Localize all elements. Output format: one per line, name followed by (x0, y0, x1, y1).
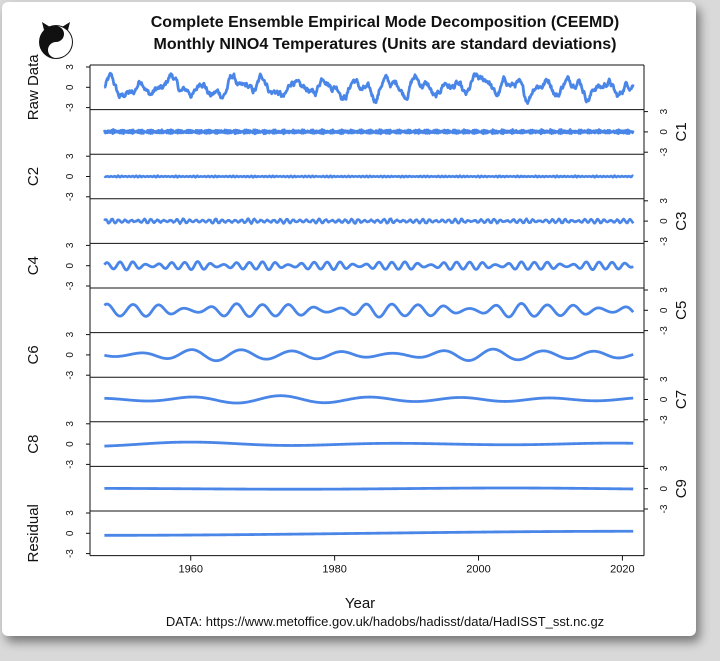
y-tick-label: 0 (65, 352, 76, 358)
y-tick-label: -3 (659, 237, 670, 246)
y-tick-label: -3 (659, 326, 670, 335)
panel-residual: -3 0 3 Residual (25, 504, 645, 562)
x-axis: 1960 1980 2000 2020 (178, 555, 635, 576)
y-tick-label: 3 (659, 198, 670, 204)
series-line-c7 (103, 394, 635, 405)
panel-label: Raw Data (25, 54, 42, 121)
ceemd-figure: Complete Ensemble Empirical Mode Decompo… (25, 14, 690, 629)
series-line-c6 (103, 347, 635, 363)
y-tick-label: -3 (65, 103, 76, 112)
y-tick-label: -3 (65, 281, 76, 290)
panel-c2: -3 0 3 C2 (25, 153, 645, 201)
panel-c4: -3 0 3 C4 (25, 242, 645, 290)
y-tick-label: 3 (65, 510, 76, 516)
y-tick-label: 3 (65, 64, 76, 70)
x-tick-label: 2000 (466, 564, 490, 576)
y-tick-label: 3 (659, 108, 670, 114)
series-line-c9 (103, 486, 635, 491)
chart-title-line2: Monthly NINO4 Temperatures (Units are st… (154, 36, 617, 53)
panel-c3: -3 0 3 C3 (89, 198, 690, 246)
series-line-raw-data (103, 71, 635, 105)
y-tick-label: 0 (659, 396, 670, 402)
x-tick-label: 1980 (322, 564, 346, 576)
y-tick-label: 0 (659, 307, 670, 313)
panel-label: C5 (673, 301, 690, 320)
series-line-c2 (103, 174, 634, 179)
series-line-c4 (103, 260, 635, 272)
y-tick-label: 0 (659, 218, 670, 224)
series-line-residual (103, 529, 635, 537)
y-tick-label: 0 (65, 441, 76, 447)
y-tick-label: -3 (659, 415, 670, 424)
y-tick-label: 3 (659, 376, 670, 382)
y-tick-label: 0 (65, 84, 76, 90)
panel-label: C9 (673, 479, 690, 498)
panel-c8: -3 0 3 C8 (25, 421, 645, 469)
panel-label: C7 (673, 390, 690, 409)
y-tick-label: -3 (65, 549, 76, 558)
y-tick-label: 0 (659, 485, 670, 491)
panel-c5: -3 0 3 C5 (89, 287, 690, 335)
panel-label: C3 (673, 212, 690, 231)
panel-label: C1 (673, 122, 690, 141)
panel-label: C6 (25, 345, 42, 364)
panel-c9: -3 0 3 C9 (89, 465, 690, 513)
y-tick-label: -3 (65, 460, 76, 469)
panel-label: C8 (25, 435, 42, 454)
panel-c6: -3 0 3 C6 (25, 331, 645, 380)
y-tick-label: 0 (65, 530, 76, 536)
y-tick-label: 3 (65, 153, 76, 159)
y-tick-label: -3 (659, 147, 670, 156)
panel-label: C2 (25, 167, 42, 186)
y-tick-label: 0 (65, 173, 76, 179)
y-tick-label: -3 (65, 192, 76, 201)
panel-label: C4 (25, 256, 42, 275)
series-line-c1 (103, 128, 635, 136)
y-tick-label: 3 (65, 242, 76, 248)
series-line-c3 (103, 217, 635, 225)
series-line-c5 (103, 302, 635, 319)
y-tick-label: 0 (659, 129, 670, 135)
y-tick-label: 0 (65, 262, 76, 268)
panel-c7: -3 0 3 C7 (89, 376, 690, 424)
y-tick-label: 3 (65, 331, 76, 337)
yin-yang-icon (39, 22, 73, 59)
x-axis-label: Year (345, 595, 375, 612)
series-line-c8 (103, 440, 635, 448)
y-tick-label: 3 (65, 421, 76, 427)
panel-label: Residual (25, 504, 42, 562)
panel-c1: -3 0 3 C1 (89, 108, 690, 157)
y-tick-label: 3 (659, 465, 670, 471)
y-tick-label: 3 (659, 287, 670, 293)
panel-raw-data: -3 0 3 Raw Data (25, 54, 645, 121)
x-tick-label: 1960 (178, 564, 202, 576)
y-tick-label: -3 (659, 504, 670, 513)
y-tick-label: -3 (65, 370, 76, 379)
data-source-label: DATA: https://www.metoffice.gov.uk/hadob… (166, 614, 604, 629)
x-tick-label: 2020 (610, 564, 634, 576)
figure-card: Complete Ensemble Empirical Mode Decompo… (2, 2, 696, 636)
chart-title-line1: Complete Ensemble Empirical Mode Decompo… (151, 14, 620, 31)
